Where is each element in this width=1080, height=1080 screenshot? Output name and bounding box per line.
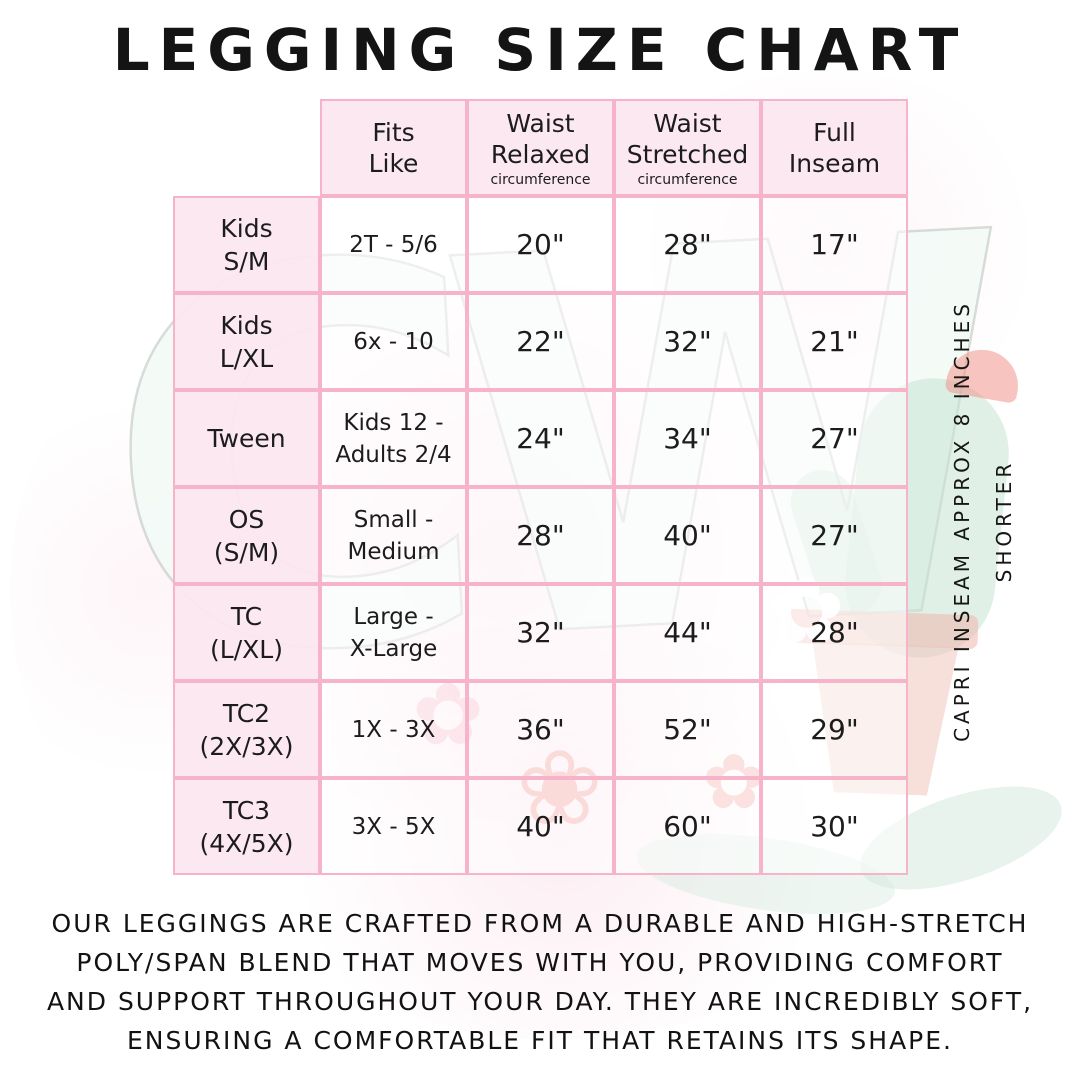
size-chart-table: Fits Like Waist Relaxed circumference Wa… xyxy=(173,99,908,875)
row-label-kids-lxl: Kids L/XL xyxy=(173,293,320,390)
waist-relaxed-cell: 32" xyxy=(467,584,614,681)
header-text: Relaxed xyxy=(490,139,591,169)
column-header-waist-relaxed: Waist Relaxed circumference xyxy=(467,99,614,196)
capri-inseam-note: CAPRI INSEAM APPROX 8 INCHES SHORTER xyxy=(950,300,1016,742)
fits-like-cell: 3X - 5X xyxy=(320,778,467,875)
header-text: Full xyxy=(813,117,856,147)
waist-relaxed-cell: 24" xyxy=(467,390,614,487)
row-label-tc2: TC2 (2X/3X) xyxy=(173,681,320,778)
waist-stretched-cell: 52" xyxy=(614,681,761,778)
fits-like-cell: 6x - 10 xyxy=(320,293,467,390)
fits-like-cell: 1X - 3X xyxy=(320,681,467,778)
full-inseam-cell: 27" xyxy=(761,487,908,584)
full-inseam-cell: 21" xyxy=(761,293,908,390)
waist-stretched-cell: 34" xyxy=(614,390,761,487)
fits-like-cell: Small - Medium xyxy=(320,487,467,584)
fits-like-cell: Kids 12 - Adults 2/4 xyxy=(320,390,467,487)
row-label-os: OS (S/M) xyxy=(173,487,320,584)
page-title: LEGGING SIZE CHART xyxy=(112,16,968,84)
waist-relaxed-cell: 20" xyxy=(467,196,614,293)
waist-relaxed-cell: 36" xyxy=(467,681,614,778)
header-text: Fits xyxy=(372,117,415,147)
header-text: Waist xyxy=(653,108,722,138)
waist-relaxed-cell: 22" xyxy=(467,293,614,390)
header-subtext: circumference xyxy=(490,171,591,188)
full-inseam-cell: 29" xyxy=(761,681,908,778)
header-text: Waist xyxy=(506,108,575,138)
corner-empty-cell xyxy=(173,99,320,196)
product-description: OUR LEGGINGS ARE CRAFTED FROM A DURABLE … xyxy=(46,909,1034,1055)
waist-stretched-cell: 44" xyxy=(614,584,761,681)
header-text: Stretched xyxy=(626,139,749,169)
full-inseam-cell: 17" xyxy=(761,196,908,293)
header-text: Inseam xyxy=(788,148,881,178)
fits-like-cell: 2T - 5/6 xyxy=(320,196,467,293)
row-label-kids-sm: Kids S/M xyxy=(173,196,320,293)
waist-stretched-cell: 28" xyxy=(614,196,761,293)
column-header-fits-like: Fits Like xyxy=(320,99,467,196)
header-subtext: circumference xyxy=(637,171,738,188)
waist-relaxed-cell: 40" xyxy=(467,778,614,875)
full-inseam-cell: 30" xyxy=(761,778,908,875)
fits-like-cell: Large - X-Large xyxy=(320,584,467,681)
full-inseam-cell: 28" xyxy=(761,584,908,681)
column-header-waist-stretched: Waist Stretched circumference xyxy=(614,99,761,196)
waist-stretched-cell: 60" xyxy=(614,778,761,875)
row-label-tc3: TC3 (4X/5X) xyxy=(173,778,320,875)
row-label-tc: TC (L/XL) xyxy=(173,584,320,681)
waist-stretched-cell: 40" xyxy=(614,487,761,584)
waist-relaxed-cell: 28" xyxy=(467,487,614,584)
row-label-tween: Tween xyxy=(173,390,320,487)
column-header-full-inseam: Full Inseam xyxy=(761,99,908,196)
waist-stretched-cell: 32" xyxy=(614,293,761,390)
header-text: Like xyxy=(368,148,419,178)
full-inseam-cell: 27" xyxy=(761,390,908,487)
